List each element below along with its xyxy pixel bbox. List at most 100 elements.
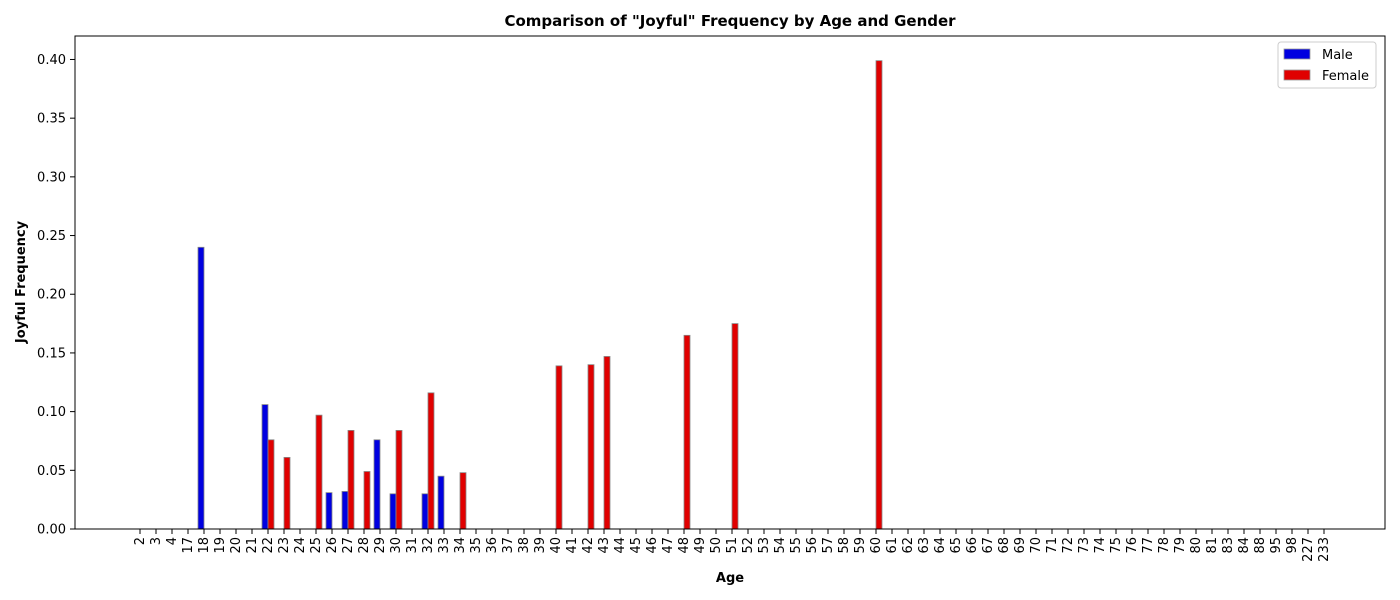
x-tick-label: 50 [709, 537, 724, 554]
x-tick-label: 233 [1317, 537, 1332, 562]
plot-frame [74, 35, 1386, 530]
bar-female-age-51 [731, 323, 739, 530]
bar-female-age-32 [427, 392, 435, 530]
x-tick-label: 39 [533, 537, 548, 554]
x-tick-label: 61 [885, 537, 900, 554]
x-tick-label: 2 [133, 537, 148, 545]
y-tick-label: 0.05 [37, 464, 66, 479]
bar-female-age-30 [395, 429, 403, 530]
x-tick-label: 4 [165, 537, 180, 545]
bar-male-age-29 [373, 439, 381, 530]
bar-female-age-22 [267, 439, 275, 530]
bars-layer [197, 60, 883, 530]
x-tick-label: 95 [1269, 537, 1284, 554]
x-tick-label: 68 [997, 537, 1012, 554]
bar-female-age-43 [603, 356, 611, 530]
x-tick-label: 38 [517, 537, 532, 554]
x-tick-label: 19 [213, 537, 228, 554]
legend: Male Female [1277, 41, 1377, 89]
bar-female-age-25 [315, 414, 323, 530]
x-tick-label: 58 [837, 537, 852, 554]
x-tick-label: 31 [405, 537, 420, 554]
x-tick-label: 35 [469, 537, 484, 554]
x-tick-label: 88 [1253, 537, 1268, 554]
x-tick-label: 21 [245, 537, 260, 554]
x-tick-label: 57 [821, 537, 836, 554]
x-tick-label: 51 [725, 537, 740, 554]
x-tick-label: 76 [1125, 537, 1140, 554]
x-tick-label: 64 [933, 537, 948, 554]
bar-male-age-18 [197, 246, 205, 530]
bar-female-age-28 [363, 471, 371, 530]
y-tick-label: 0.25 [37, 229, 66, 244]
x-tick-label: 53 [757, 537, 772, 554]
y-tick-label: 0.20 [37, 288, 66, 303]
bar-male-age-27 [341, 491, 349, 530]
bar-male-age-30 [389, 493, 397, 530]
x-tick-label: 72 [1061, 537, 1076, 554]
x-tick-label: 84 [1237, 537, 1252, 554]
legend-label-female: Female [1322, 69, 1369, 84]
x-tick-label: 75 [1109, 537, 1124, 554]
y-tick-label: 0.35 [37, 112, 66, 127]
x-tick-label: 81 [1205, 537, 1220, 554]
x-tick-label: 66 [965, 537, 980, 554]
x-axis-label: Age [716, 571, 744, 586]
bar-male-age-26 [325, 492, 333, 530]
x-tick-label: 33 [437, 537, 452, 554]
x-axis: 2 3 4 17 18 19 20 21 22 23 24 25 26 27 28 29 30 31 32 33 34 3… [133, 529, 1332, 562]
x-tick-label: 17 [181, 537, 196, 554]
x-tick-label: 48 [677, 537, 692, 554]
x-tick-label: 29 [373, 537, 388, 554]
x-tick-label: 56 [805, 537, 820, 554]
x-tick-label: 59 [853, 537, 868, 554]
x-tick-label: 73 [1077, 537, 1092, 554]
y-tick-label: 0.40 [37, 53, 66, 68]
chart-title: Comparison of "Joyful" Frequency by Age … [504, 12, 956, 30]
x-tick-label: 77 [1141, 537, 1156, 554]
x-tick-label: 22 [261, 537, 276, 554]
x-tick-label: 45 [629, 537, 644, 554]
x-tick-label: 49 [693, 537, 708, 554]
x-tick-label: 54 [773, 537, 788, 554]
x-tick-label: 43 [597, 537, 612, 554]
x-tick-label: 55 [789, 537, 804, 554]
x-tick-label: 74 [1093, 537, 1108, 554]
x-tick-label: 30 [389, 537, 404, 554]
legend-swatch-male [1283, 48, 1311, 60]
bar-male-age-22 [261, 404, 269, 530]
bar-female-age-42 [587, 364, 595, 530]
x-tick-label: 60 [869, 537, 884, 554]
x-tick-label: 71 [1045, 537, 1060, 554]
legend-label-male: Male [1322, 48, 1353, 63]
x-tick-label: 65 [949, 537, 964, 554]
x-tick-label: 26 [325, 537, 340, 554]
x-tick-label: 227 [1301, 537, 1316, 562]
y-tick-label: 0.10 [37, 405, 66, 420]
x-tick-label: 83 [1221, 537, 1236, 554]
x-tick-label: 79 [1173, 537, 1188, 554]
bar-female-age-40 [555, 365, 563, 530]
x-tick-label: 3 [149, 537, 164, 545]
x-tick-label: 27 [341, 537, 356, 554]
bar-male-age-32 [421, 493, 429, 530]
x-tick-label: 42 [581, 537, 596, 554]
x-tick-label: 52 [741, 537, 756, 554]
y-axis-label: Joyful Frequency [14, 220, 29, 344]
x-tick-label: 63 [917, 537, 932, 554]
bar-female-age-23 [283, 456, 291, 530]
x-tick-label: 24 [293, 537, 308, 554]
x-tick-label: 28 [357, 537, 372, 554]
bar-female-age-60 [875, 60, 883, 530]
x-tick-label: 46 [645, 537, 660, 554]
y-tick-label: 0.15 [37, 346, 66, 361]
x-tick-label: 47 [661, 537, 676, 554]
legend-swatch-female [1283, 69, 1311, 81]
x-tick-label: 44 [613, 537, 628, 554]
x-tick-label: 32 [421, 537, 436, 554]
x-tick-label: 80 [1189, 537, 1204, 554]
bar-female-age-34 [459, 472, 467, 530]
x-tick-label: 40 [549, 537, 564, 554]
x-tick-label: 70 [1029, 537, 1044, 554]
